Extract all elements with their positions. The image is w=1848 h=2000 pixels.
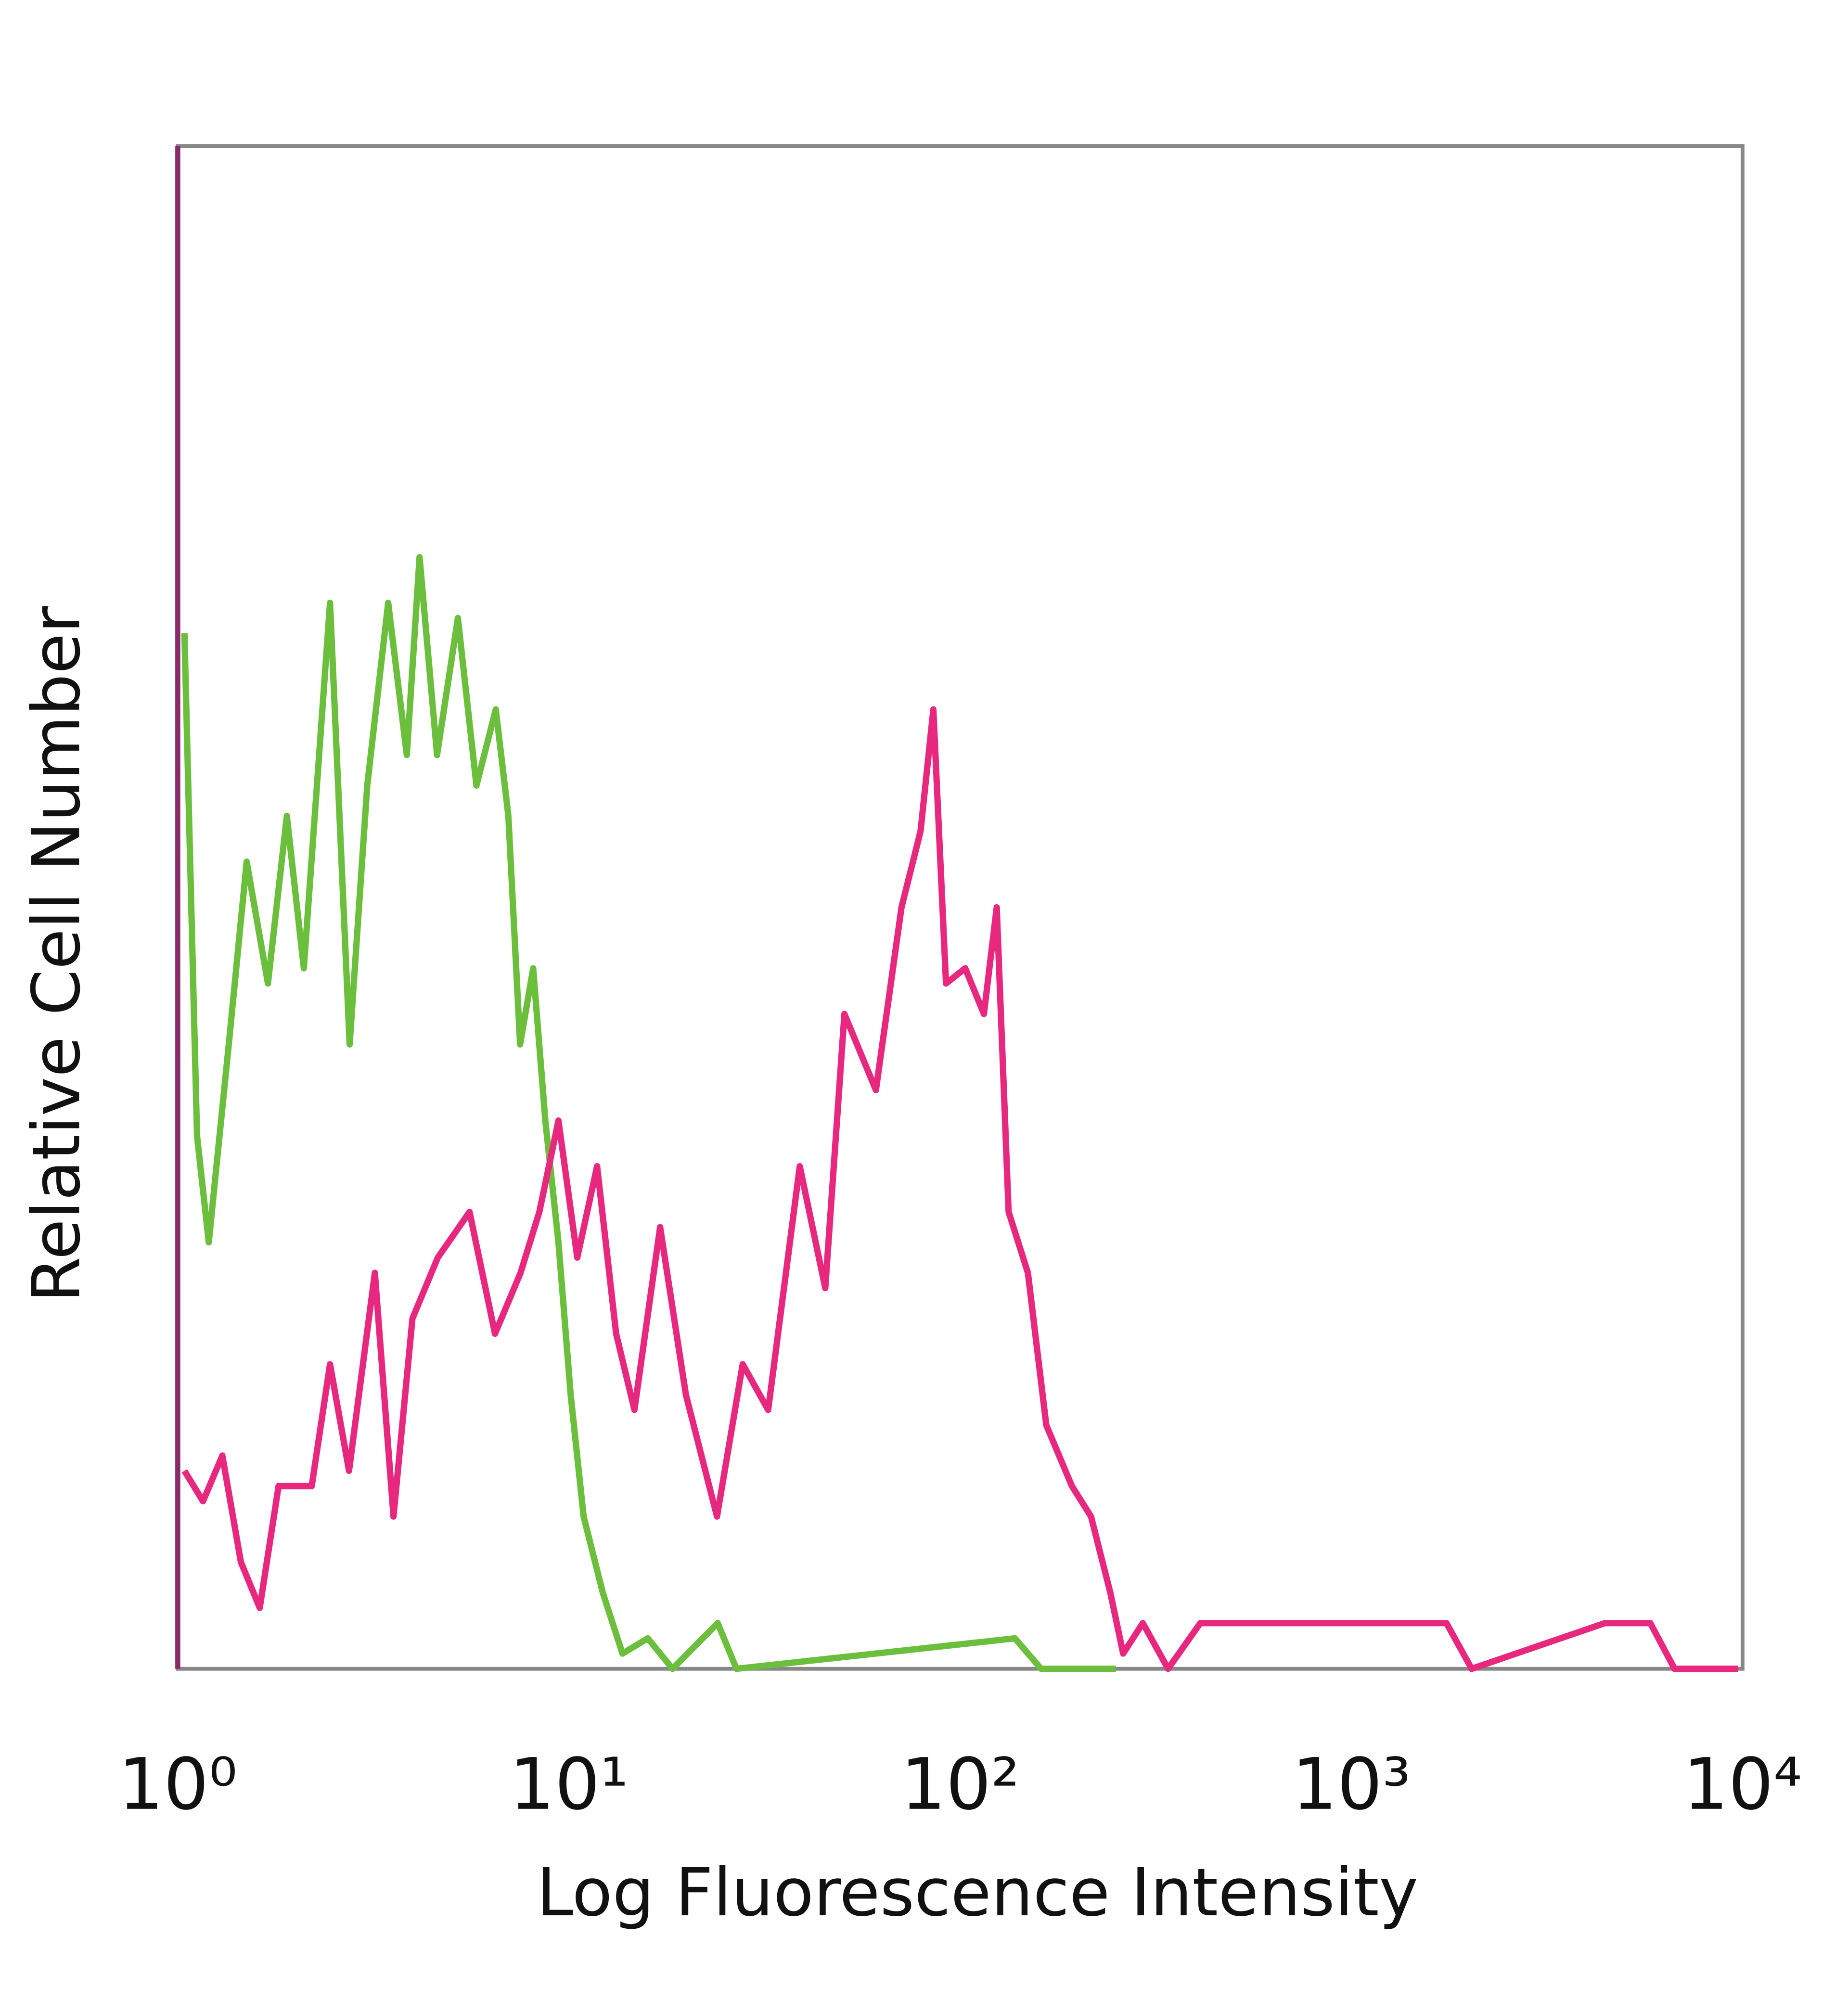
x-tick-label: 10⁰ bbox=[118, 1743, 237, 1826]
y-axis-label: Relative Cell Number bbox=[18, 606, 95, 1303]
x-tick-label: 10³ bbox=[1292, 1743, 1411, 1826]
x-tick-label: 10¹ bbox=[510, 1743, 629, 1826]
x-tick-label: 10⁴ bbox=[1683, 1743, 1802, 1826]
plot-frame bbox=[176, 144, 1745, 1671]
x-axis-label: Log Fluorescence Intensity bbox=[537, 1855, 1418, 1931]
x-tick-label: 10² bbox=[901, 1743, 1020, 1826]
series-line bbox=[181, 554, 1116, 1672]
series-line bbox=[181, 706, 1738, 1672]
